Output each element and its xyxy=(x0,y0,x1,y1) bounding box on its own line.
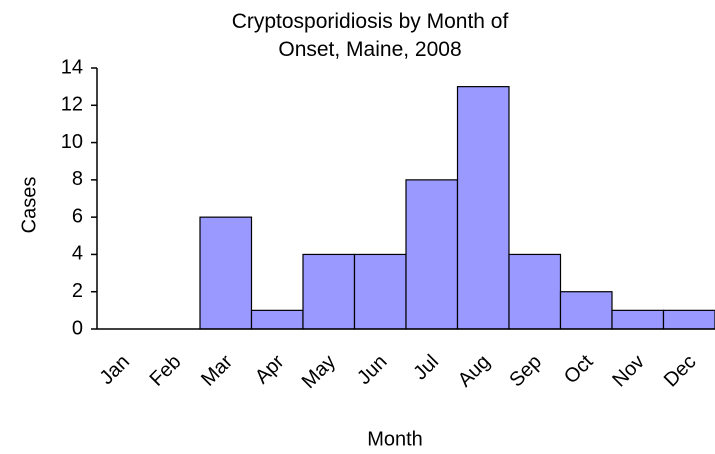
y-tick-label: 2 xyxy=(72,280,83,302)
x-tick-label: Mar xyxy=(197,350,237,390)
y-tick-label: 14 xyxy=(61,56,83,78)
x-tick-label: Nov xyxy=(608,351,649,392)
x-tick-label: Apr xyxy=(251,350,289,388)
x-axis-label: Month xyxy=(367,428,423,450)
y-tick-label: 4 xyxy=(72,243,83,265)
bar xyxy=(405,179,459,330)
y-tick-label: 8 xyxy=(72,168,83,190)
y-tick-label: 10 xyxy=(61,131,83,153)
x-tick-label: May xyxy=(298,351,340,393)
x-tick-label: Dec xyxy=(660,351,701,392)
bar xyxy=(662,309,715,330)
x-tick-label: Aug xyxy=(454,351,495,392)
y-axis-label: Cases xyxy=(18,177,40,234)
x-tick-label: Feb xyxy=(146,351,186,391)
bar xyxy=(456,86,510,330)
x-tick-label: Jan xyxy=(96,351,134,389)
x-tick-label: Jun xyxy=(353,351,391,389)
x-tick-label: Oct xyxy=(560,350,598,388)
y-tick-label: 0 xyxy=(72,317,83,339)
chart-title: Cryptosporidiosis by Month of Onset, Mai… xyxy=(231,10,509,61)
y-tick-label: 12 xyxy=(61,94,83,116)
bar xyxy=(611,309,665,330)
bar xyxy=(199,216,253,330)
bar xyxy=(559,291,613,330)
x-tick-label: Jul xyxy=(409,351,443,385)
bar xyxy=(353,253,407,330)
y-tick-label: 6 xyxy=(72,205,83,227)
x-tick-label: Sep xyxy=(505,351,546,392)
bar xyxy=(508,253,562,330)
bar xyxy=(250,309,304,330)
bar xyxy=(302,253,356,330)
